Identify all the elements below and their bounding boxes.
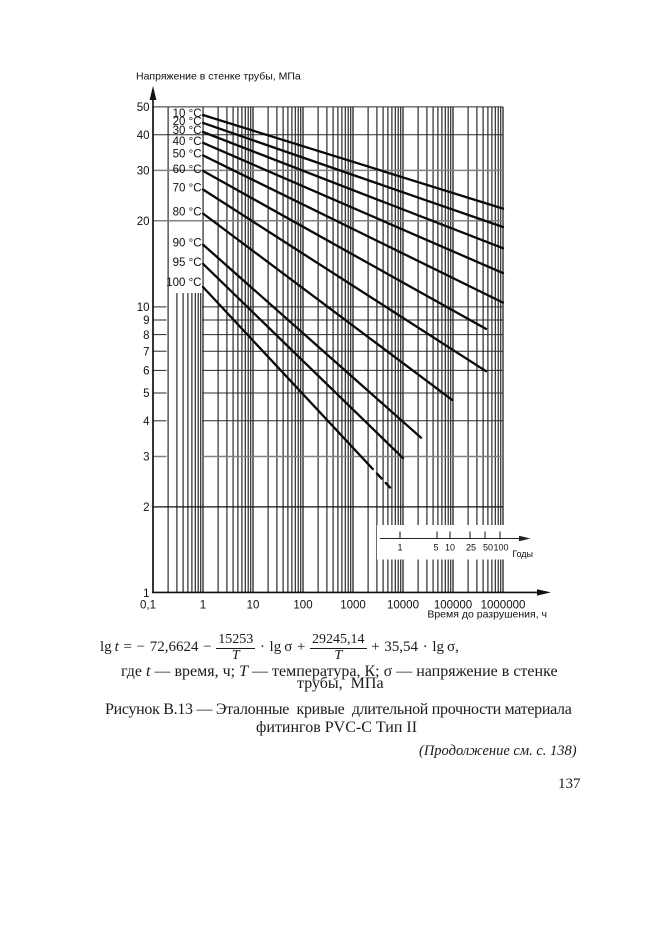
svg-text:100 °C: 100 °C [166,277,201,289]
svg-text:20: 20 [137,216,150,228]
svg-text:1: 1 [200,600,206,612]
svg-text:1: 1 [397,543,402,553]
svg-text:5: 5 [433,543,438,553]
svg-text:90 °C: 90 °C [173,238,202,250]
svg-text:1000: 1000 [340,600,366,612]
svg-text:50 °C: 50 °C [173,148,202,160]
svg-text:50: 50 [137,102,150,114]
svg-text:30: 30 [137,166,150,178]
svg-text:10000: 10000 [387,600,419,612]
svg-text:10: 10 [247,600,260,612]
svg-text:9: 9 [143,315,149,327]
svg-text:6: 6 [143,366,149,378]
svg-text:25: 25 [466,543,476,553]
svg-text:Годы: Годы [512,549,533,559]
svg-text:0,1: 0,1 [140,600,156,612]
svg-text:100000: 100000 [434,600,472,612]
svg-text:10 °C: 10 °C [173,108,202,120]
svg-text:4: 4 [143,416,150,428]
svg-text:8: 8 [143,330,149,342]
svg-text:30 °C: 30 °C [173,125,202,137]
svg-text:3: 3 [143,452,149,464]
svg-text:Время до разрушения, ч: Время до разрушения, ч [427,609,547,621]
svg-text:10: 10 [137,302,150,314]
svg-text:1: 1 [143,588,149,600]
svg-text:1000000: 1000000 [481,600,526,612]
svg-text:95 °C: 95 °C [173,257,202,269]
svg-text:50: 50 [483,543,493,553]
svg-text:100: 100 [293,600,312,612]
svg-text:20 °C: 20 °C [173,116,202,128]
svg-text:100: 100 [493,543,508,553]
svg-text:40: 40 [137,130,150,142]
svg-text:70 °C: 70 °C [173,183,202,195]
svg-text:10: 10 [445,543,455,553]
svg-text:Напряжение в стенке трубы, МПа: Напряжение в стенке трубы, МПа [136,71,301,83]
svg-text:80 °C: 80 °C [173,207,202,219]
svg-text:2: 2 [143,502,149,514]
svg-text:40 °C: 40 °C [173,136,202,148]
svg-text:5: 5 [143,388,149,400]
svg-text:7: 7 [143,346,149,358]
svg-text:60 °C: 60 °C [173,164,202,176]
